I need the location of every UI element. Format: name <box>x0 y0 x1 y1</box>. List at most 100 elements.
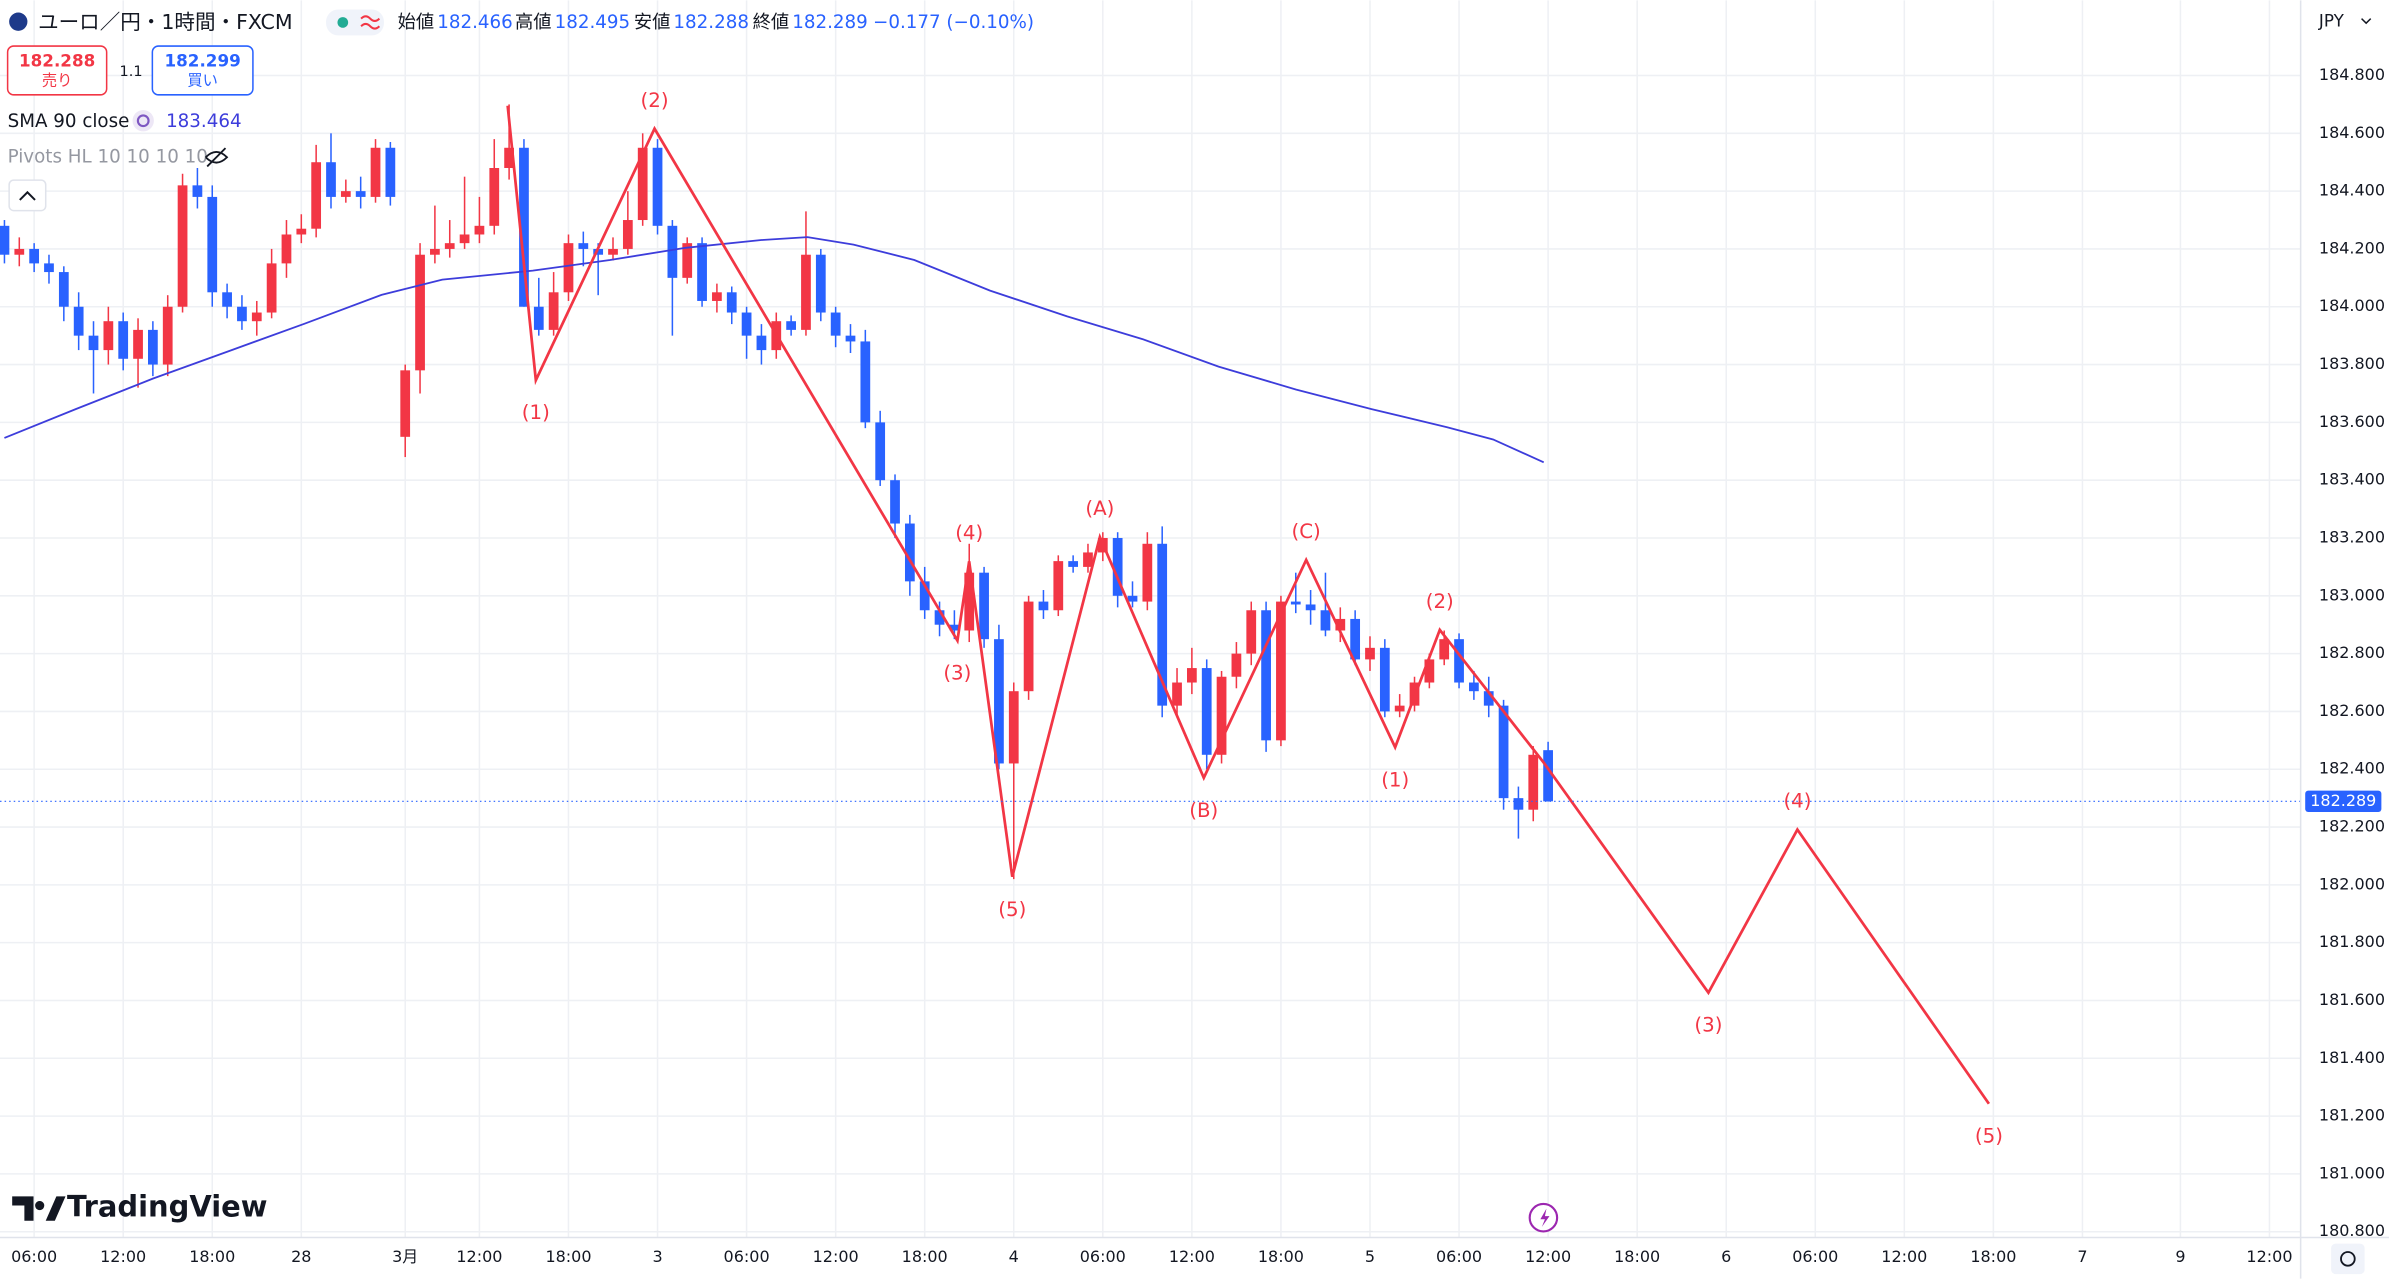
y-tick-label: 181.400 <box>2319 1048 2385 1067</box>
y-tick-label: 181.600 <box>2319 990 2385 1009</box>
chevron <box>2361 18 2372 25</box>
candle-body <box>934 610 945 625</box>
candle-body <box>1172 682 1182 706</box>
buy-button[interactable] <box>151 45 254 96</box>
candle-body <box>1543 750 1553 802</box>
candle-body <box>207 196 218 293</box>
candle-body <box>88 335 99 351</box>
currency[interactable]: JPY <box>2318 11 2345 31</box>
indicator-name[interactable]: SMA 90 close <box>8 111 130 132</box>
candle-body <box>103 321 114 351</box>
wave-label: (4) <box>955 521 983 544</box>
candle-body <box>1083 552 1093 567</box>
hidden-icon[interactable] <box>205 147 229 168</box>
symbol-title[interactable]: ユーロ／円・1時間・FXCM <box>38 10 292 34</box>
candle-body <box>192 185 203 197</box>
x-tick-label: 12:00 <box>2246 1247 2292 1266</box>
candle-body <box>1439 639 1450 660</box>
candle-body <box>712 292 722 301</box>
candle-body <box>563 243 574 293</box>
candle-body <box>1528 754 1539 810</box>
status-badge[interactable] <box>326 9 384 36</box>
x-tick-label: 12:00 <box>1881 1247 1927 1266</box>
x-tick-label: 3月 <box>392 1247 418 1266</box>
x-tick-label: 12:00 <box>813 1247 859 1266</box>
candle-body <box>1142 543 1153 602</box>
candle-body <box>1127 595 1138 602</box>
candle-body <box>1186 668 1197 683</box>
candle-body <box>296 228 307 235</box>
x-tick-label: 12:00 <box>100 1247 146 1266</box>
candle-body <box>608 248 618 255</box>
indicator-value: 183.464 <box>166 111 242 132</box>
candle-body <box>845 335 856 342</box>
x-tick-label: 06:00 <box>1792 1247 1838 1266</box>
x-tick-label: 06:00 <box>724 1247 770 1266</box>
candle-body <box>801 254 811 330</box>
candle-body <box>548 292 559 330</box>
high-value: 182.495 <box>555 12 631 33</box>
candle-body <box>118 321 129 359</box>
symbol-icon <box>9 12 28 31</box>
candle-body <box>58 272 69 307</box>
indicator-name[interactable]: Pivots HL 10 10 10 10 <box>8 146 208 167</box>
wave-label: (1) <box>1381 768 1409 791</box>
candle-body <box>1424 659 1435 683</box>
sma-line <box>4 236 1545 464</box>
x-tick-label: 12:00 <box>456 1247 502 1266</box>
x-tick-label: 9 <box>2175 1247 2185 1266</box>
candle-body <box>1365 647 1375 660</box>
candle-body <box>1023 601 1034 692</box>
wave-label: (5) <box>1975 1125 2003 1148</box>
candle-body <box>1350 618 1361 660</box>
candle-body <box>162 306 173 365</box>
last-price-tag <box>2305 790 2382 812</box>
candle-body <box>385 147 396 197</box>
candle-body <box>1157 543 1168 706</box>
candle-body <box>682 243 693 278</box>
y-tick-label: 184.200 <box>2319 238 2385 257</box>
y-tick-label: 184.000 <box>2319 296 2385 315</box>
candle-body <box>415 254 425 371</box>
wave-label: (C) <box>1292 520 1321 543</box>
candle-body <box>311 162 322 229</box>
candle-body <box>1053 561 1064 611</box>
wave-label: (B) <box>1189 799 1218 822</box>
candle-body <box>890 480 900 524</box>
candle-body <box>860 341 871 423</box>
candle-body <box>1305 604 1316 611</box>
sell-button[interactable] <box>6 45 108 96</box>
candle-body <box>133 329 143 359</box>
y-tick-label: 181.200 <box>2319 1106 2385 1125</box>
close-label: 終値 <box>753 12 790 33</box>
brand-logo <box>12 1196 66 1221</box>
x-tick-label: 12:00 <box>1525 1247 1571 1266</box>
candle-body <box>444 243 455 249</box>
x-tick-label: 3 <box>652 1247 662 1266</box>
candle-body <box>756 335 767 351</box>
candle-body <box>741 312 752 336</box>
candle-body <box>355 191 366 197</box>
wave-label: (2) <box>641 89 669 112</box>
candle-body <box>340 191 351 197</box>
settings-button[interactable] <box>2331 1243 2365 1275</box>
candle-body <box>1335 618 1346 631</box>
candle-body <box>370 147 381 197</box>
candle-body <box>281 234 292 264</box>
candle-body <box>949 624 960 631</box>
y-tick-label: 181.000 <box>2319 1163 2385 1182</box>
wave-label: (A) <box>1085 497 1114 520</box>
buy-price: 182.299 <box>164 50 240 70</box>
wave-label: (3) <box>1694 1014 1722 1037</box>
indicator-icon <box>136 114 150 128</box>
candle-body <box>1290 601 1301 605</box>
candle-body <box>504 147 514 169</box>
last-price-label: 182.289 <box>2310 791 2376 810</box>
candle-body <box>1513 798 1524 810</box>
x-tick-label: 18:00 <box>545 1247 591 1266</box>
collapse-button[interactable] <box>8 179 47 212</box>
candle-body <box>266 263 277 313</box>
status-icon <box>360 15 381 30</box>
candle-body <box>533 306 544 330</box>
x-tick-label: 18:00 <box>189 1247 235 1266</box>
